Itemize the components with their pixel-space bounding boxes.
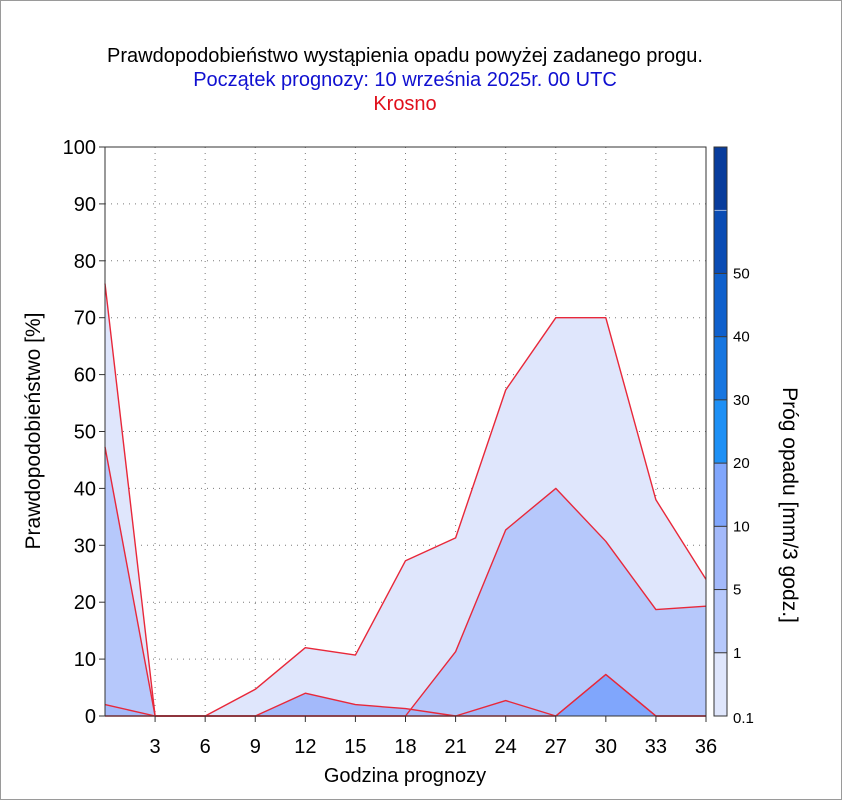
y-tick-label: 30: [74, 535, 96, 557]
x-axis-label: Godzina prognozy: [324, 765, 486, 787]
area-threshold-10: [105, 674, 706, 716]
colorbar-band: [713, 399, 728, 464]
x-tick-label: 30: [595, 736, 617, 758]
colorbar-tick-label: 50: [733, 265, 750, 282]
x-tick-label: 12: [294, 736, 316, 758]
colorbar-band: [713, 589, 728, 654]
colorbar-band: [713, 462, 728, 527]
colorbar-band: [713, 652, 728, 717]
x-tick-label: 24: [495, 736, 517, 758]
colorbar-band: [713, 526, 728, 590]
chart-subtitle: Początek prognozy: 10 września 2025r. 00…: [193, 69, 617, 91]
x-tick-label: 18: [394, 736, 416, 758]
area-threshold-1: [105, 446, 706, 716]
y-axis-label: Prawdopodobieństwo [%]: [22, 313, 45, 550]
colorbar-tick-label: 20: [733, 455, 750, 472]
y-tick-label: 20: [74, 592, 96, 614]
colorbar-band: [713, 209, 728, 274]
colorbar-label: Próg opadu [mm/3 godz.]: [778, 387, 801, 623]
colorbar-tick-label: 0.1: [733, 710, 754, 727]
colorbar-tick-label: 30: [733, 392, 750, 409]
x-tick-label: 36: [695, 736, 717, 758]
chart-location: Krosno: [373, 93, 436, 115]
y-tick-label: 90: [74, 194, 96, 216]
colorbar-tick-label: 5: [733, 582, 741, 599]
y-tick-label: 40: [74, 478, 96, 500]
colorbar-tick-label: 40: [733, 329, 750, 346]
y-tick-label: 0: [85, 706, 96, 728]
x-tick-label: 33: [645, 736, 667, 758]
colorbar-band: [713, 146, 728, 211]
x-axis-ticks: 3 6 9 12 15 18 21 24 27 30 33 36: [150, 716, 717, 758]
y-tick-label: 50: [74, 422, 96, 444]
y-axis-ticks: 0 10 20 30 40 50 60 70 80 90 100: [63, 137, 105, 728]
x-tick-label: 21: [444, 736, 466, 758]
y-tick-label: 10: [74, 649, 96, 671]
x-tick-label: 9: [250, 736, 261, 758]
y-tick-label: 70: [74, 308, 96, 330]
colorbar-band: [713, 273, 728, 337]
y-tick-label: 60: [74, 365, 96, 387]
y-tick-label: 100: [63, 137, 96, 159]
x-tick-label: 6: [200, 736, 211, 758]
chart-title: Prawdopodobieństwo wystąpienia opadu pow…: [107, 45, 703, 67]
colorbar: 0.1 1 5 10 20 30 40 50: [713, 146, 754, 727]
x-tick-label: 27: [545, 736, 567, 758]
colorbar-tick-label: 10: [733, 518, 750, 535]
x-tick-label: 3: [150, 736, 161, 758]
y-tick-label: 80: [74, 251, 96, 273]
x-tick-label: 15: [344, 736, 366, 758]
colorbar-band: [713, 336, 728, 401]
colorbar-tick-label: 1: [733, 645, 741, 662]
